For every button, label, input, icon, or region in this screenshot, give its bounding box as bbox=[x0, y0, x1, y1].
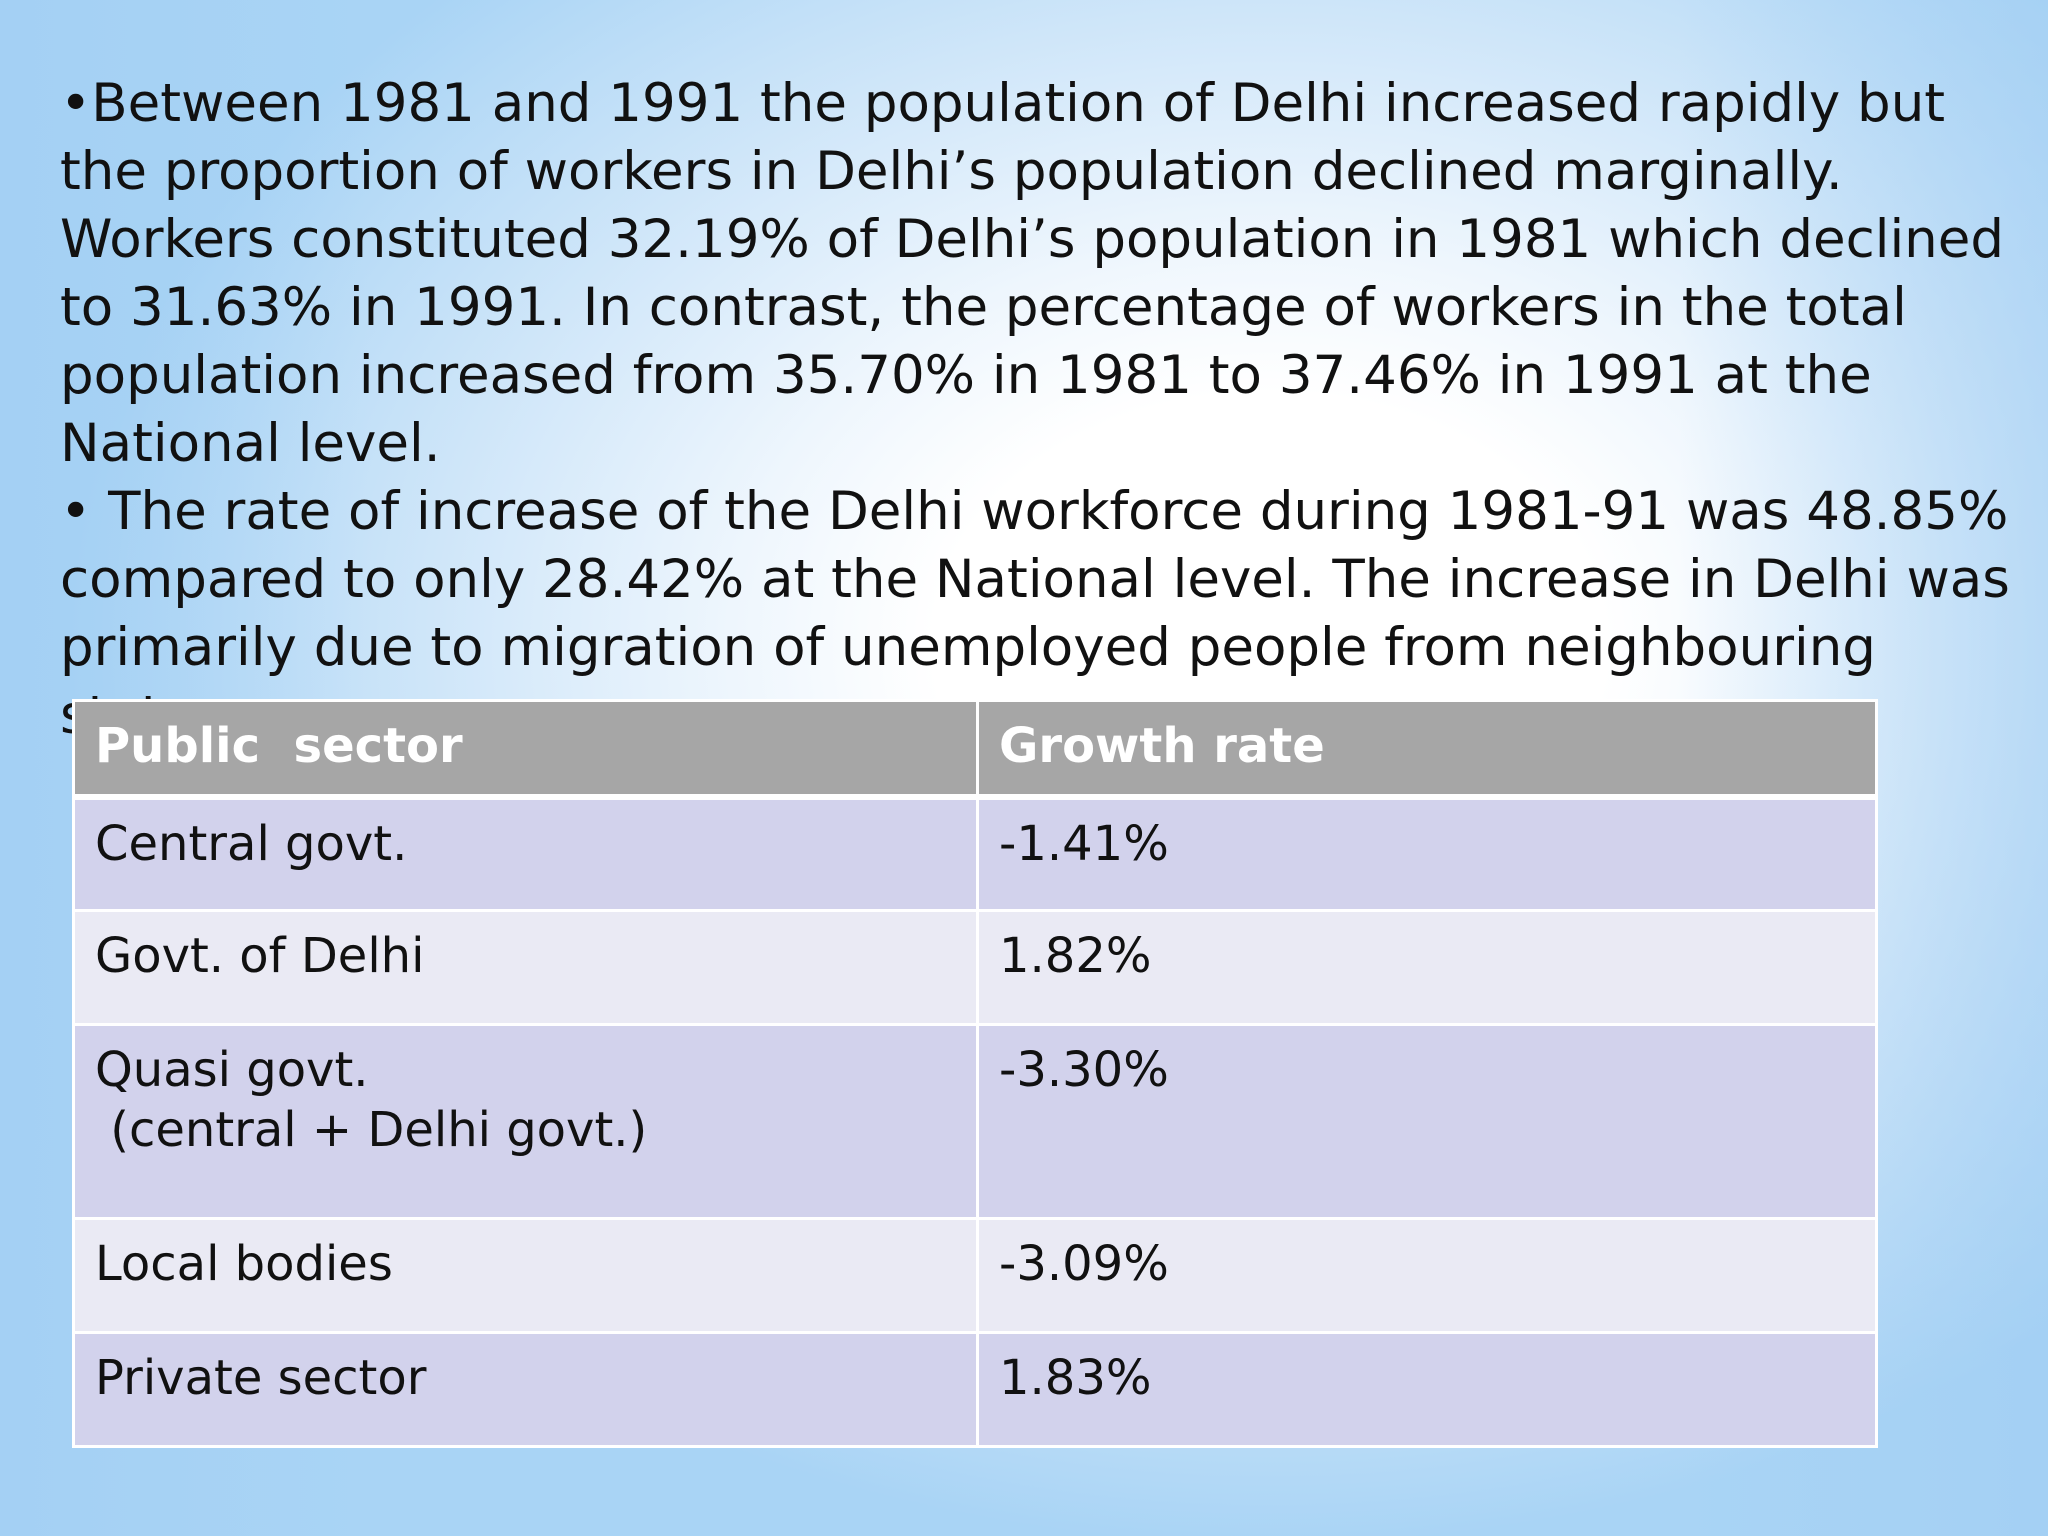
table-row: Govt. of Delhi 1.82% bbox=[72, 909, 1878, 1026]
table-header-row: Public sector Growth rate bbox=[72, 699, 1878, 800]
paragraph-workers-proportion: •Between 1981 and 1991 the population of… bbox=[60, 73, 2005, 474]
header-growth-rate: Growth rate bbox=[976, 699, 1878, 800]
table-row: Local bodies -3.09% bbox=[72, 1217, 1878, 1334]
cell-sector: Private sector bbox=[72, 1331, 979, 1448]
cell-sector: Central govt. bbox=[72, 795, 979, 912]
sector-label-detail: (central + Delhi govt.) bbox=[95, 1102, 648, 1158]
sector-label: Govt. of Delhi bbox=[95, 928, 425, 984]
cell-sector: Govt. of Delhi bbox=[72, 909, 979, 1026]
cell-growth: 1.83% bbox=[976, 1331, 1878, 1448]
header-public-sector: Public sector bbox=[72, 699, 979, 800]
sector-label: Quasi govt. bbox=[95, 1042, 369, 1098]
sector-label: Private sector bbox=[95, 1350, 427, 1406]
cell-growth: 1.82% bbox=[976, 909, 1878, 1026]
table-row: Private sector 1.83% bbox=[72, 1331, 1878, 1448]
table-row: Quasi govt. (central + Delhi govt.) -3.3… bbox=[72, 1023, 1878, 1220]
sector-label: Local bodies bbox=[95, 1236, 393, 1292]
cell-growth: -1.41% bbox=[976, 795, 1878, 912]
growth-rate-table: Public sector Growth rate Central govt. … bbox=[72, 699, 1878, 1448]
slide-body-text: •Between 1981 and 1991 the population of… bbox=[60, 70, 2010, 750]
cell-growth: -3.30% bbox=[976, 1023, 1878, 1220]
table-row: Central govt. -1.41% bbox=[72, 795, 1878, 912]
cell-sector: Local bodies bbox=[72, 1217, 979, 1334]
cell-sector: Quasi govt. (central + Delhi govt.) bbox=[72, 1023, 979, 1220]
sector-label: Central govt. bbox=[95, 815, 408, 872]
cell-growth: -3.09% bbox=[976, 1217, 1878, 1334]
